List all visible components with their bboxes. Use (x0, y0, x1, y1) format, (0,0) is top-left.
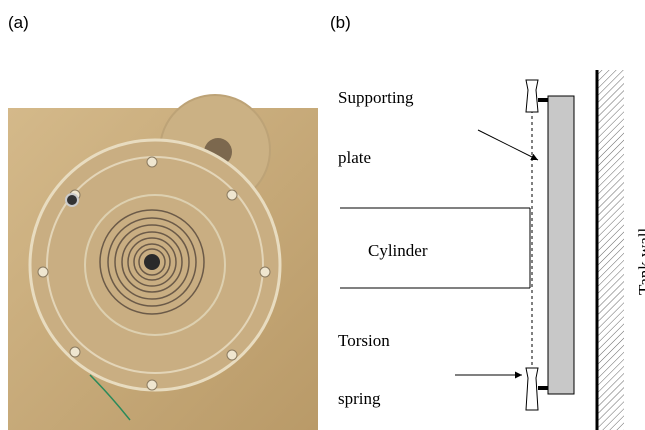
panel-label: (b) (330, 13, 351, 32)
diagram-label: Supporting (338, 88, 414, 107)
diagram-label: Torsion (338, 331, 390, 350)
diagram-label: spring (338, 389, 381, 408)
diagram-label: Cylinder (368, 241, 428, 260)
photo (8, 95, 318, 430)
diagram-label: Tank wall (635, 227, 645, 295)
diagram-label: plate (338, 148, 371, 167)
panel-label: (a) (8, 13, 29, 32)
figure: (a) (b) (0, 0, 645, 430)
